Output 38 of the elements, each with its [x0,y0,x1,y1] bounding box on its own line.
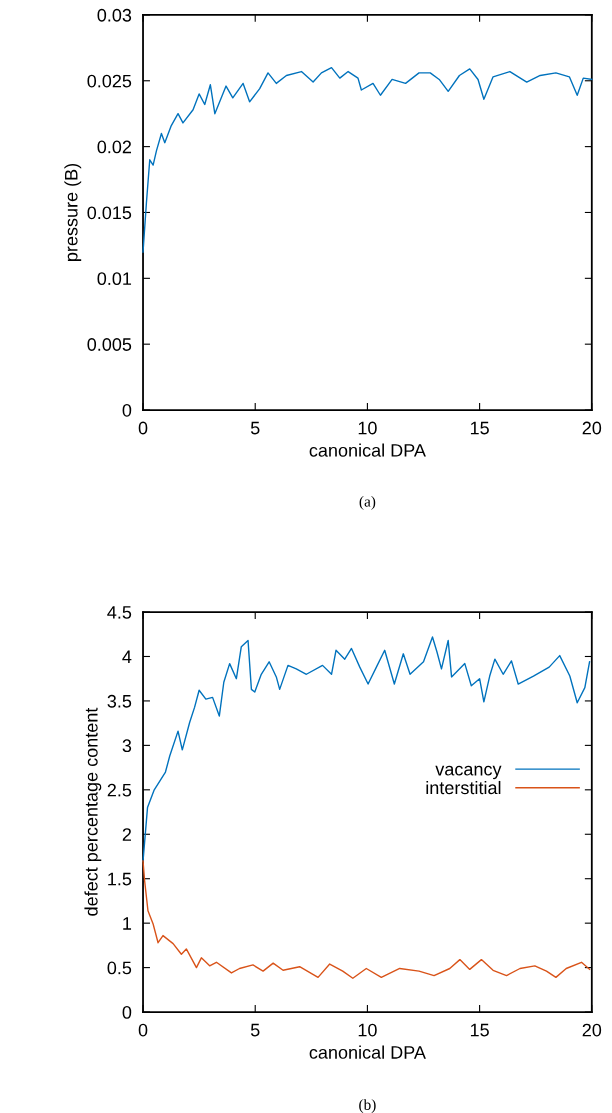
x-tick-label: 0 [138,1023,148,1037]
y-tick-label: 3.5 [107,694,132,708]
x-tick-label: 10 [358,421,377,435]
legend-label: interstitial [426,780,501,795]
y-tick-label: 4 [122,650,132,664]
y-tick-label: 0.025 [87,74,132,88]
x-tick-label: 20 [582,1023,602,1037]
y-tick-label: 0.03 [97,8,132,22]
x-tick-label: 0 [138,421,148,435]
y-tick-label: 1 [123,917,132,930]
line-series [142,860,591,979]
y-tick-label: 0 [122,403,132,417]
text: (b) [359,1099,376,1113]
line-series [142,636,591,862]
y-tick-label: 0 [122,1005,132,1019]
x-tick-label: 5 [250,421,260,435]
x-tick-label: 15 [470,421,489,435]
y-tick-label: 1.5 [108,872,132,886]
y-axis-title: pressure (B) [64,163,82,261]
y-tick-label: 0.02 [97,140,132,154]
x-tick-label: 10 [358,1023,377,1037]
y-tick-label: 0.01 [97,272,132,286]
line-series [142,66,593,253]
y-tick-label: 2.5 [107,783,132,797]
x-tick-label: 20 [582,421,602,435]
y-tick-label: 0.5 [107,961,132,975]
x-axis-title: canonical DPA [309,443,426,457]
legend-label: vacancy [435,765,502,780]
y-tick-label: 4.5 [107,606,132,619]
y-tick-label: 3 [122,739,132,753]
x-axis-title: canonical DPA [309,1045,426,1059]
y-axis-title: defect percentage content [84,707,102,916]
x-tick-label: 5 [250,1023,260,1037]
y-tick-label: 0.015 [87,206,132,220]
text: (a) [359,495,376,510]
y-tick-label: 0.005 [87,338,132,351]
y-tick-label: 2 [122,828,132,841]
x-tick-label: 15 [470,1023,489,1037]
